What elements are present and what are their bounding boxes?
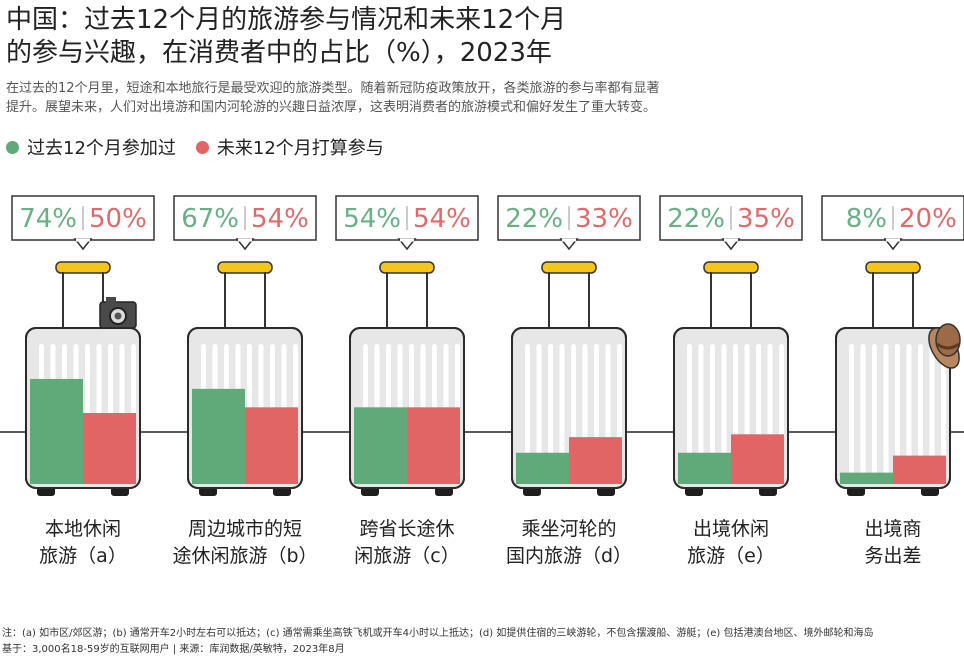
title-line-1: 中国：过去12个月的旅游参与情况和未来12个月 <box>6 5 567 35</box>
suitcase-rib <box>941 344 946 478</box>
suitcase-rib <box>721 344 727 478</box>
bar-past <box>516 452 569 484</box>
footnotes: 注：(a) 如市区/郊区游；(b) 通常开车2小时左右可以抵达；(c) 通常需乘… <box>2 626 962 658</box>
category-label: 旅游（e） <box>687 545 775 567</box>
bar-future <box>731 434 784 484</box>
handle-grip <box>217 261 273 274</box>
suitcase-rib <box>929 344 935 478</box>
category-label: 闲旅游（c） <box>354 545 459 567</box>
handle-grip <box>703 261 759 274</box>
camera-top <box>106 297 116 303</box>
suitcase-outline <box>673 327 789 489</box>
suitcase-rib <box>525 344 530 478</box>
bar-future <box>893 455 946 484</box>
hat-crown <box>935 323 961 357</box>
legend-label-past: 过去12个月参加过 <box>27 138 176 159</box>
value-label-future: 54% <box>251 204 309 234</box>
legend: 过去12个月参加过 未来12个月打算参与 <box>6 134 384 160</box>
hat-icon <box>928 323 961 369</box>
suitcase-outline <box>835 327 951 489</box>
category-label: 本地休闲 <box>45 518 121 540</box>
value-label-future: 54% <box>413 204 471 234</box>
value-label-future: 33% <box>575 204 633 234</box>
suitcase-outline <box>25 327 141 489</box>
category-label: 国内旅游（d） <box>506 545 632 567</box>
suitcase-rib <box>687 344 692 478</box>
legend-swatch-past <box>6 140 19 154</box>
handle-grip <box>55 261 111 274</box>
category-label: 出境商 <box>864 518 921 540</box>
value-label-future: 50% <box>89 204 147 234</box>
suitcase-rib <box>849 344 854 478</box>
category-label: 出境休闲 <box>693 518 769 540</box>
suitcase-rib <box>872 344 877 478</box>
bar-future <box>407 407 460 484</box>
value-label-past: 74% <box>19 204 77 234</box>
bar-past <box>840 472 893 484</box>
suitcase-rib <box>918 344 923 478</box>
category-label: 乘坐河轮的 <box>521 518 616 540</box>
category-label: 跨省长途休 <box>359 518 454 540</box>
suitcase-rib <box>860 344 866 478</box>
suitcase-outline <box>349 327 465 489</box>
category-label: 务出差 <box>864 545 921 567</box>
suitcase-rib <box>559 344 565 478</box>
footnote-line-2: 基于：3,000名18-59岁的互联网用户 | 来源：库润数据/英敏特，2023… <box>2 644 345 655</box>
chart-subtitle: 在过去的12个月里，短途和本地旅行是最受欢迎的旅游类型。随着新冠防疫政策放开，各… <box>6 79 956 117</box>
suitcase-outline <box>511 327 627 489</box>
suitcase-rib <box>698 344 704 478</box>
legend-swatch-future <box>195 140 209 154</box>
bar-future <box>245 407 298 484</box>
suitcase-rib <box>536 344 542 478</box>
bar-future <box>83 413 136 484</box>
suitcase-outline <box>187 327 303 489</box>
handle-grip <box>541 261 597 274</box>
category-label: 周边城市的短 <box>188 518 302 540</box>
suitcase-rib <box>710 344 715 478</box>
bar-future <box>569 437 622 484</box>
legend-item-future: 未来12个月打算参与 <box>195 134 384 160</box>
handle-grip <box>865 261 921 274</box>
suitcase-rib <box>906 344 912 478</box>
chart-title: 中国：过去12个月的旅游参与情况和未来12个月 的参与兴趣，在消费者中的占比（%… <box>6 4 956 70</box>
value-label-future: 20% <box>899 204 957 234</box>
value-label-past: 22% <box>667 204 725 234</box>
hat-band <box>936 342 960 350</box>
suitcase-rib <box>548 344 553 478</box>
legend-label-future: 未来12个月打算参与 <box>216 138 384 159</box>
value-label-past: 54% <box>343 204 401 234</box>
value-label-past: 67% <box>181 204 239 234</box>
category-label: 旅游（a） <box>39 545 127 567</box>
footnote-line-1: 注：(a) 如市区/郊区游；(b) 通常开车2小时左右可以抵达；(c) 通常需乘… <box>2 628 874 639</box>
value-label-past: 22% <box>505 204 563 234</box>
camera-lens-inner <box>114 312 122 320</box>
legend-item-past: 过去12个月参加过 <box>6 134 176 160</box>
value-label-future: 35% <box>737 204 795 234</box>
value-label-past: 8% <box>846 204 887 234</box>
title-line-2: 的参与兴趣，在消费者中的占比（%），2023年 <box>6 38 552 68</box>
subtitle-line-2: 提升。展望未来，人们对出境游和国内河轮游的兴趣日益浓厚，这表明消费者的旅游模式和… <box>6 100 657 115</box>
category-label: 途休闲旅游（b） <box>172 545 317 567</box>
subtitle-line-1: 在过去的12个月里，短途和本地旅行是最受欢迎的旅游类型。随着新冠防疫政策放开，各… <box>6 81 660 96</box>
bar-past <box>192 388 245 484</box>
bar-past <box>354 407 407 484</box>
handle-grip <box>379 261 435 274</box>
camera-icon <box>99 297 137 329</box>
suitcase-rib <box>895 344 900 478</box>
bar-past <box>30 378 83 484</box>
bar-past <box>678 452 731 484</box>
suitcase-rib <box>883 344 889 478</box>
